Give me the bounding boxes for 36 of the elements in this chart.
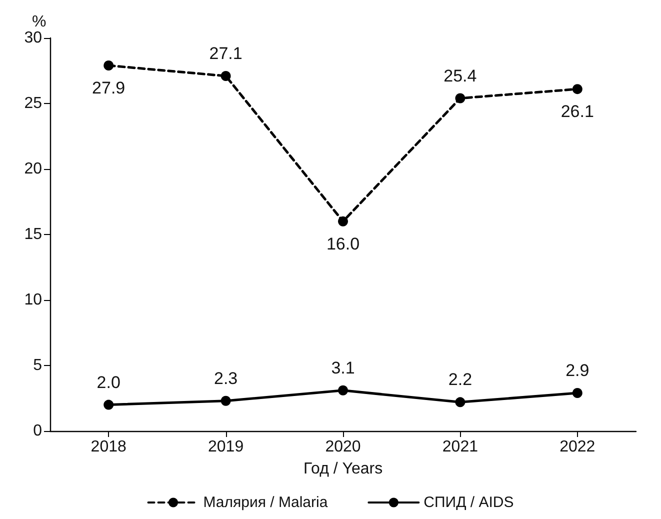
point	[455, 397, 466, 408]
data-label: 2.3	[214, 368, 238, 388]
x-tick-label: 2022	[560, 438, 596, 456]
data-label: 3.1	[331, 358, 355, 378]
point	[104, 400, 114, 410]
data-label: 25.4	[444, 66, 477, 86]
y-tick-label: 30	[24, 30, 42, 46]
data-label: 2.9	[566, 361, 590, 380]
y-tick-label: 0	[33, 422, 42, 440]
point	[338, 216, 348, 226]
x-tick-label: 2021	[442, 438, 478, 456]
data-label: 16.0	[326, 234, 360, 254]
y-tick-label: 15	[24, 226, 42, 243]
data-label: 2.0	[96, 372, 120, 392]
data-label: 2.2	[448, 370, 472, 390]
point	[220, 396, 231, 406]
y-tick-label: 20	[24, 160, 42, 178]
legend-label: СПИД / AIDS	[424, 494, 514, 511]
y-tick-label: 10	[24, 292, 42, 308]
point	[220, 70, 231, 81]
legend-label: Малярия / Malaria	[203, 494, 328, 511]
point	[104, 60, 114, 71]
data-label: 27.1	[209, 44, 242, 63]
x-axis-title: Год / Years	[303, 460, 383, 478]
point	[572, 388, 582, 398]
y-tick-label: 25	[24, 95, 42, 112]
y-axis-title: %	[32, 14, 46, 30]
data-label: 26.1	[560, 102, 594, 122]
x-tick-label: 2020	[325, 438, 361, 456]
data-label: 27.9	[92, 78, 126, 98]
point	[572, 84, 582, 94]
point	[455, 93, 466, 104]
y-tick-label: 5	[33, 357, 42, 374]
x-tick-label: 2018	[90, 438, 126, 456]
point	[338, 385, 348, 396]
x-tick-label: 2019	[208, 438, 244, 456]
